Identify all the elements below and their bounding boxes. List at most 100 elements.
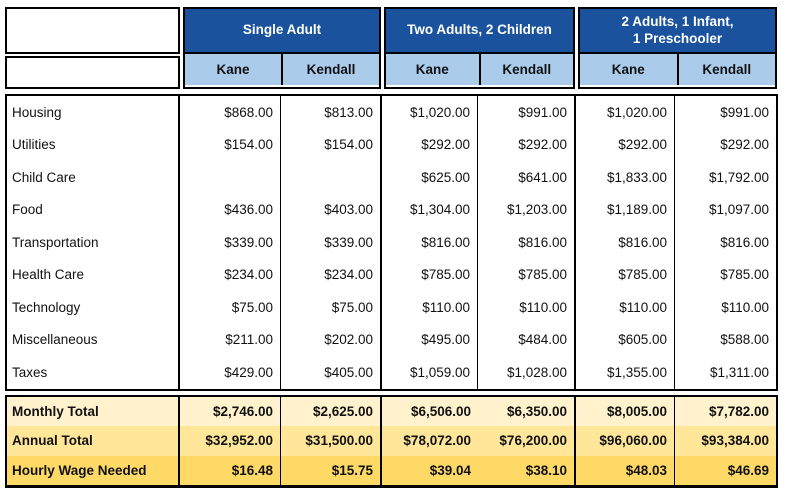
col-header-kane-2: Kane xyxy=(386,54,481,85)
cell: $1,020.00 xyxy=(576,96,675,129)
cell: $2,746.00 xyxy=(180,396,281,426)
table-row-taxes: Taxes $429.00 $405.00 $1,059.00 $1,028.0… xyxy=(7,356,776,389)
hourly-wage-row: Hourly Wage Needed $16.48 $15.75 $39.04 … xyxy=(7,455,776,485)
table-row-utilities: Utilities $154.00 $154.00 $292.00 $292.0… xyxy=(7,128,776,161)
row-label: Hourly Wage Needed xyxy=(7,455,180,485)
cell: $38.10 xyxy=(478,455,576,485)
cell: $154.00 xyxy=(180,128,281,161)
cell: $436.00 xyxy=(180,193,281,226)
cell: $1,203.00 xyxy=(478,193,576,226)
table-row-health-care: Health Care $234.00 $234.00 $785.00 $785… xyxy=(7,258,776,291)
table-row-food: Food $436.00 $403.00 $1,304.00 $1,203.00… xyxy=(7,193,776,226)
section-two-adults-two-children: Two Adults, 2 Children Kane Kendall xyxy=(384,7,575,89)
cell: $1,189.00 xyxy=(576,193,675,226)
cell: $1,792.00 xyxy=(708,169,769,185)
cell: $625.00 xyxy=(382,161,478,194)
cell: $6,350.00 xyxy=(478,396,576,426)
cell: $39.04 xyxy=(429,462,471,478)
cell: $32,952.00 xyxy=(180,426,281,456)
cell: $785.00 xyxy=(382,258,478,291)
cell: $292.00 xyxy=(720,137,769,153)
table-header: Single Adult Kane Kendall Two Adults, 2 … xyxy=(5,7,777,89)
cell: $816.00 xyxy=(478,226,576,259)
cell: $8,005.00 xyxy=(576,396,675,426)
row-label: Utilities xyxy=(7,128,180,161)
corner-cell-bottom xyxy=(5,56,180,89)
annual-total-row: Annual Total $32,952.00 $31,500.00 $78,0… xyxy=(7,426,776,456)
cell: $292.00 xyxy=(576,128,675,161)
expense-rows-block: Housing $868.00 $813.00 $1,020.00 $991.0… xyxy=(5,94,778,391)
row-label: Housing xyxy=(7,96,180,129)
cell: $403.00 xyxy=(281,193,382,226)
cell: $484.00 xyxy=(478,323,576,356)
totals-block: Monthly Total $2,746.00 $2,625.00 $6,506… xyxy=(5,394,778,488)
cell: $211.00 xyxy=(180,323,281,356)
cell: $339.00 xyxy=(180,226,281,259)
corner-cell-top xyxy=(5,7,180,54)
section-title-single-adult: Single Adult xyxy=(185,9,379,54)
cell: $816.00 xyxy=(720,234,769,250)
cell: $991.00 xyxy=(720,104,769,120)
col-header-kendall-3: Kendall xyxy=(678,54,775,85)
row-label: Miscellaneous xyxy=(7,323,180,356)
cell: $1,097.00 xyxy=(708,202,769,218)
cell: $1,311.00 xyxy=(709,364,769,380)
cell: $339.00 xyxy=(281,226,382,259)
table-row-transportation: Transportation $339.00 $339.00 $816.00 $… xyxy=(7,226,776,259)
cell xyxy=(281,161,382,194)
cell: $605.00 xyxy=(576,323,675,356)
table-row-housing: Housing $868.00 $813.00 $1,020.00 $991.0… xyxy=(7,96,776,129)
cell: $785.00 xyxy=(478,258,576,291)
cell: $292.00 xyxy=(382,128,478,161)
section-two-adults-infant-preschooler: 2 Adults, 1 Infant, 1 Preschooler Kane K… xyxy=(578,7,777,89)
cell: $588.00 xyxy=(720,332,769,348)
cost-of-living-table: Single Adult Kane Kendall Two Adults, 2 … xyxy=(5,7,778,488)
cell: $202.00 xyxy=(281,323,382,356)
cell: $110.00 xyxy=(478,291,576,324)
cell: $110.00 xyxy=(382,291,478,324)
col-header-kane-3: Kane xyxy=(580,54,679,85)
row-label: Monthly Total xyxy=(7,396,180,426)
cell: $1,020.00 xyxy=(382,96,478,129)
cell: $1,833.00 xyxy=(576,161,675,194)
cell: $2,625.00 xyxy=(281,396,382,426)
row-label: Annual Total xyxy=(7,426,180,456)
cell: $429.00 xyxy=(180,356,281,389)
cell: $78,072.00 xyxy=(403,433,471,449)
table-row-child-care: Child Care $625.00 $641.00 $1,833.00 $1,… xyxy=(7,161,776,194)
row-label: Technology xyxy=(7,291,180,324)
cell: $75.00 xyxy=(180,291,281,324)
table-row-technology: Technology $75.00 $75.00 $110.00 $110.00… xyxy=(7,291,776,324)
cell: $76,200.00 xyxy=(478,426,576,456)
row-label: Food xyxy=(7,193,180,226)
cell: $96,060.00 xyxy=(576,426,675,456)
cell: $641.00 xyxy=(478,161,576,194)
cell: $816.00 xyxy=(576,226,675,259)
cell: $292.00 xyxy=(478,128,576,161)
section-title-two-adults-infant-preschooler: 2 Adults, 1 Infant, 1 Preschooler xyxy=(580,9,775,54)
cell: $1,304.00 xyxy=(382,193,478,226)
table-row-miscellaneous: Miscellaneous $211.00 $202.00 $495.00 $4… xyxy=(7,323,776,356)
cell: $7,782.00 xyxy=(708,403,769,419)
cell: $1,355.00 xyxy=(576,356,675,389)
cell: $93,384.00 xyxy=(701,433,769,449)
cell: $1,059.00 xyxy=(382,356,478,389)
cell: $48.03 xyxy=(576,455,675,485)
monthly-total-row: Monthly Total $2,746.00 $2,625.00 $6,506… xyxy=(7,396,776,426)
cell: $154.00 xyxy=(281,128,382,161)
row-label: Transportation xyxy=(7,226,180,259)
cell: $110.00 xyxy=(576,291,675,324)
cell: $991.00 xyxy=(478,96,576,129)
cell: $16.48 xyxy=(180,455,281,485)
header-label-column xyxy=(5,7,180,89)
cell: $785.00 xyxy=(720,267,769,283)
cell: $75.00 xyxy=(281,291,382,324)
cell: $785.00 xyxy=(576,258,675,291)
section-single-adult: Single Adult Kane Kendall xyxy=(183,7,381,89)
cell: $813.00 xyxy=(281,96,382,129)
row-label: Taxes xyxy=(7,356,180,389)
cell: $6,506.00 xyxy=(410,403,471,419)
cell: $46.69 xyxy=(727,462,769,478)
cell: $495.00 xyxy=(382,323,478,356)
cell: $15.75 xyxy=(281,455,382,485)
